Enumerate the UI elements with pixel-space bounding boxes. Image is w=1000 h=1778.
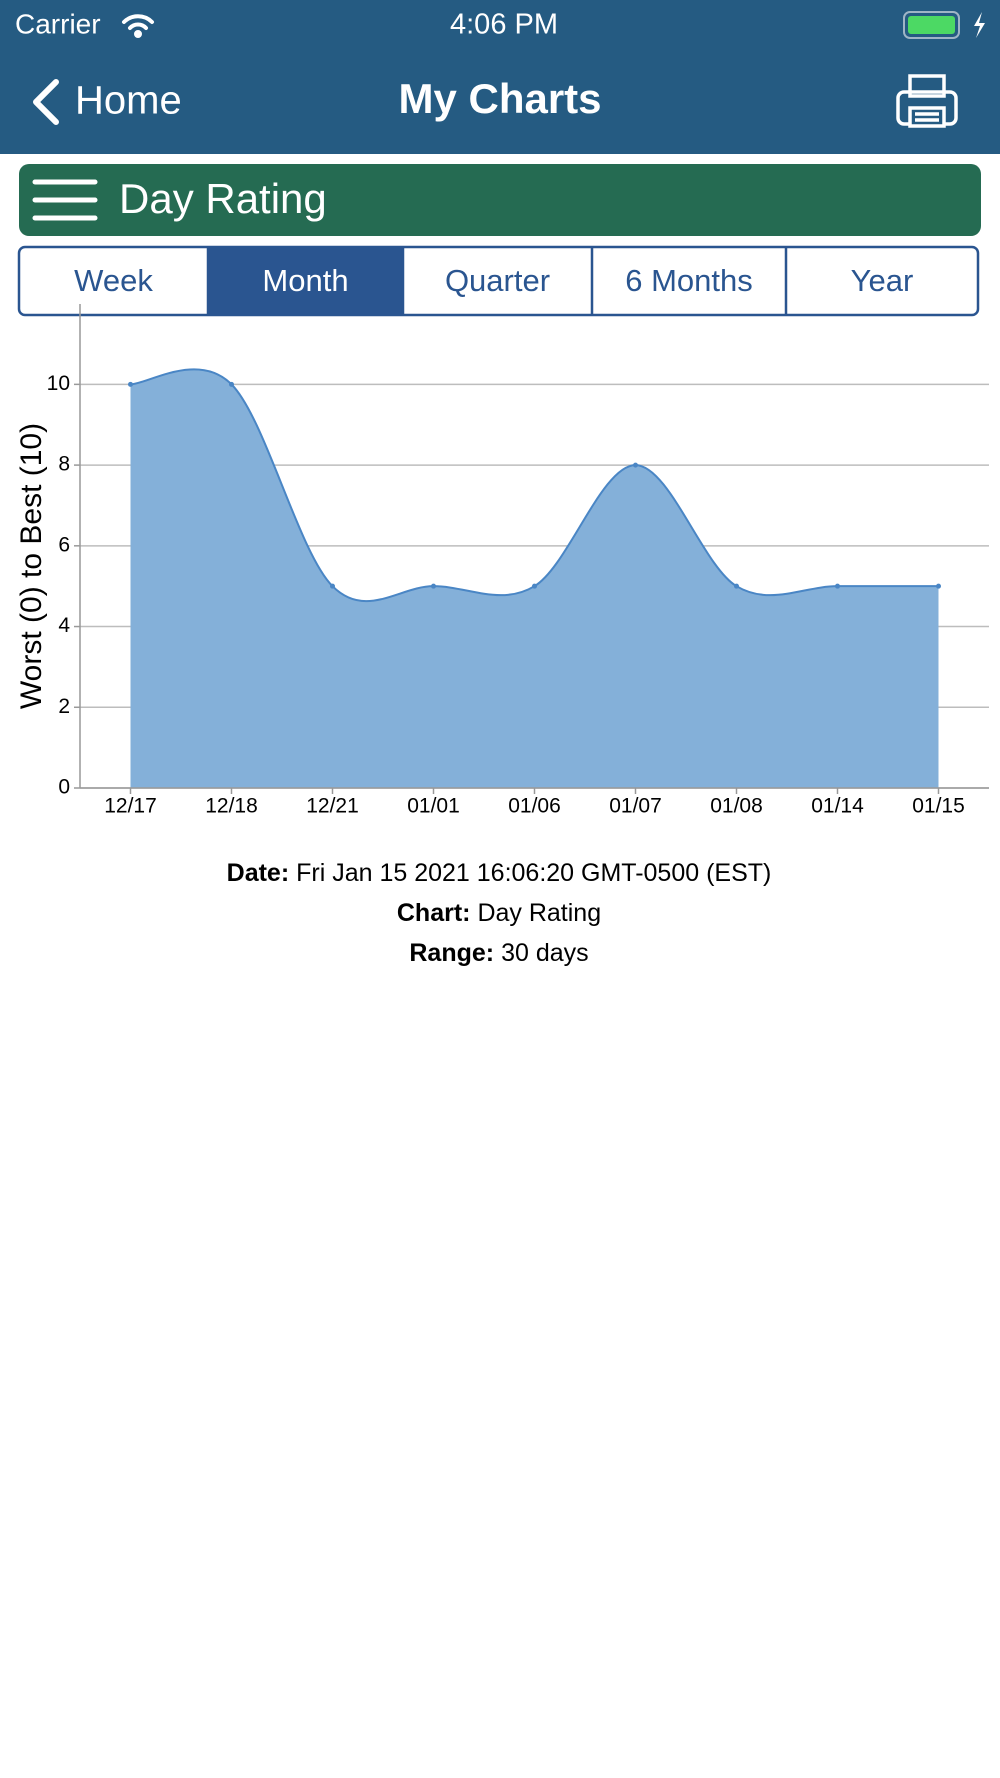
- menu-button[interactable]: [32, 179, 98, 221]
- info-value: 30 days: [501, 939, 589, 967]
- y-tick-label: 4: [58, 614, 70, 637]
- x-tick-label: 01/01: [407, 795, 460, 818]
- back-chevron[interactable]: [33, 79, 59, 125]
- info-label: Range:: [409, 939, 494, 967]
- info-space: [494, 939, 501, 967]
- y-axis-label: Worst (0) to Best (10): [15, 423, 48, 709]
- y-tick-label: 8: [58, 453, 70, 476]
- y-tick-label: 10: [47, 372, 70, 395]
- x-tick-label: 01/14: [811, 795, 864, 818]
- x-tick-label: 01/07: [609, 795, 662, 818]
- point: [936, 583, 941, 589]
- x-tick-label: 12/18: [205, 795, 258, 818]
- back-button[interactable]: Home: [75, 79, 182, 123]
- print-button[interactable]: [896, 74, 958, 128]
- x-tick-label: 01/15: [912, 795, 965, 818]
- x-tick-label: 01/06: [508, 795, 561, 818]
- tab[interactable]: Month: [262, 263, 348, 298]
- nav-title: My Charts: [398, 75, 601, 122]
- info-label: Date:: [227, 859, 290, 887]
- point: [431, 583, 436, 589]
- point: [229, 381, 234, 387]
- point: [128, 381, 133, 387]
- clock: 4:06 PM: [450, 9, 558, 41]
- point: [330, 583, 335, 589]
- point: [835, 583, 840, 589]
- tab[interactable]: Year: [851, 263, 914, 298]
- x-tick-label: 12/17: [104, 795, 157, 818]
- y-tick-label: 6: [58, 533, 70, 556]
- chart-header: [19, 164, 981, 236]
- point: [633, 462, 638, 468]
- chart-info: Date: Fri Jan 15 2021 16:06:20 GMT-0500 …: [227, 859, 772, 967]
- tab[interactable]: Week: [74, 263, 153, 298]
- point: [532, 583, 537, 589]
- chart: 0 2 4 6 8 10 Worst (0) to Best (10) 12/17 12/18 1…: [15, 304, 989, 818]
- info-line: Range: 30 days: [409, 939, 588, 967]
- x-tick-label: 01/08: [710, 795, 763, 818]
- info-space: [289, 859, 296, 887]
- info-line: Chart: Day Rating: [397, 899, 601, 927]
- area: [130, 369, 939, 788]
- info-line: Date: Fri Jan 15 2021 16:06:20 GMT-0500 …: [227, 859, 772, 887]
- nav-bar: [0, 0, 1000, 154]
- tab[interactable]: Quarter: [445, 263, 550, 298]
- tab[interactable]: 6 Months: [625, 263, 753, 298]
- info-value: Day Rating: [477, 899, 601, 927]
- point: [734, 583, 739, 589]
- info-space: [470, 899, 477, 927]
- tab-bar: Week Month Quarter 6 Months Year: [17, 245, 980, 317]
- header-title: Day Rating: [119, 175, 327, 222]
- tab-selected-bg: [208, 247, 403, 315]
- wifi-icon: [122, 14, 154, 38]
- info-label: Chart:: [397, 899, 471, 927]
- info-value: Fri Jan 15 2021 16:06:20 GMT-0500 (EST): [296, 859, 771, 887]
- x-tick-label: 12/21: [306, 795, 359, 818]
- carrier: Carrier: [15, 8, 101, 39]
- y-tick-label: 0: [58, 776, 70, 799]
- y-tick-label: 2: [58, 695, 70, 718]
- battery-icon: [903, 11, 985, 39]
